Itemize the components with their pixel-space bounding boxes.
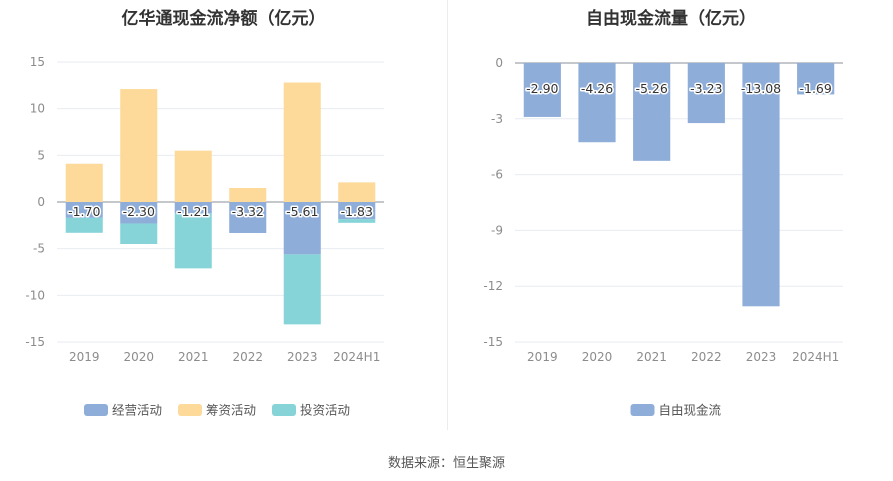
y-tick-label: -6 <box>491 168 503 182</box>
x-tick-label: 2019 <box>527 350 558 364</box>
bar-2 <box>120 89 158 202</box>
bar-1 <box>174 202 212 214</box>
x-tick-label: 2023 <box>287 350 318 364</box>
data-label: -4.26 <box>581 81 613 96</box>
bar-1 <box>797 63 835 95</box>
y-tick-label: 0 <box>495 56 503 70</box>
bar-3 <box>65 217 103 233</box>
x-tick-label: 2024H1 <box>333 350 380 364</box>
bar-3 <box>174 213 212 269</box>
data-label: -3.23 <box>690 81 722 96</box>
cash-flow-chart-plot: 15 10 5 0 -5 -10 -15 -1.70 -2.30 -1.21 -3.32 -5.61 -… <box>25 55 384 418</box>
data-source: 数据来源：恒生聚源 <box>387 456 505 471</box>
data-label: -1.21 <box>177 204 209 219</box>
x-tick-label: 2020 <box>582 350 613 364</box>
free-cash-flow-chart-plot: 0 -3 -6 -9 -12 -15 -2.90 -4.26 -5.26 -3.23 -13.08 -… <box>483 56 843 418</box>
bar-2 <box>229 188 267 202</box>
bar-2 <box>283 82 321 202</box>
legend-swatch <box>272 404 296 416</box>
data-label: -5.26 <box>635 81 667 96</box>
data-label: -2.90 <box>526 81 558 96</box>
bar-1 <box>338 202 376 220</box>
x-tick-label: 2024H1 <box>792 350 839 364</box>
y-tick-label: 5 <box>37 148 45 162</box>
bar-2 <box>65 163 103 202</box>
legend-label: 自由现金流 <box>659 403 722 418</box>
bar-3 <box>283 254 321 325</box>
legend-label: 经营活动 <box>112 403 162 418</box>
x-tick-label: 2022 <box>691 350 722 364</box>
x-tick-label: 2022 <box>232 350 263 364</box>
bar-1 <box>742 63 780 307</box>
data-label: -5.61 <box>286 204 318 219</box>
free-cash-flow-chart: 自由现金流量（亿元） 0 -3 -6 -9 -12 -15 -2.90 -4.26 -5.26 -… <box>449 0 893 430</box>
legend-swatch <box>178 404 202 416</box>
bar-3 <box>120 223 158 244</box>
y-tick-label: -10 <box>25 288 45 302</box>
legend-swatch <box>84 404 108 416</box>
bar-1 <box>229 202 267 233</box>
panel-divider <box>447 0 448 430</box>
cash-flow-chart-title: 亿华通现金流净额（亿元） <box>121 9 326 29</box>
cash-flow-chart: 亿华通现金流净额（亿元） 15 10 5 0 -5 -10 -15 -1.70 -2.30 -1.… <box>0 0 447 430</box>
data-label: -3.32 <box>232 204 264 219</box>
y-tick-label: 0 <box>37 195 45 209</box>
y-tick-label: 15 <box>30 55 45 69</box>
bar-1 <box>687 63 725 124</box>
y-tick-label: -15 <box>25 335 45 349</box>
x-tick-label: 2021 <box>178 350 209 364</box>
bar-3 <box>338 219 376 223</box>
data-label: -13.08 <box>741 81 781 96</box>
x-tick-label: 2023 <box>746 350 777 364</box>
legend-label: 筹资活动 <box>206 403 256 418</box>
y-tick-label: -3 <box>491 112 503 126</box>
data-label: -1.70 <box>68 204 100 219</box>
y-tick-label: -5 <box>33 242 45 256</box>
y-tick-label: -12 <box>483 279 503 293</box>
bar-1 <box>578 63 616 143</box>
data-label: -2.30 <box>123 204 155 219</box>
data-label: -1.83 <box>341 204 373 219</box>
legend-label: 投资活动 <box>300 403 350 418</box>
bar-1 <box>65 202 103 218</box>
bar-1 <box>283 202 321 255</box>
x-tick-label: 2019 <box>69 350 100 364</box>
free-cash-flow-chart-title: 自由现金流量（亿元） <box>586 9 756 29</box>
y-tick-label: 10 <box>30 102 45 116</box>
data-label: -1.69 <box>799 81 831 96</box>
bar-2 <box>174 150 212 202</box>
y-tick-label: -9 <box>491 223 503 237</box>
y-tick-label: -15 <box>483 335 503 349</box>
x-tick-label: 2020 <box>123 350 154 364</box>
legend-swatch <box>630 404 655 416</box>
bar-1 <box>633 63 671 161</box>
x-tick-label: 2021 <box>636 350 667 364</box>
bar-1 <box>120 202 158 224</box>
bar-1 <box>523 63 561 117</box>
bar-2 <box>338 182 376 202</box>
